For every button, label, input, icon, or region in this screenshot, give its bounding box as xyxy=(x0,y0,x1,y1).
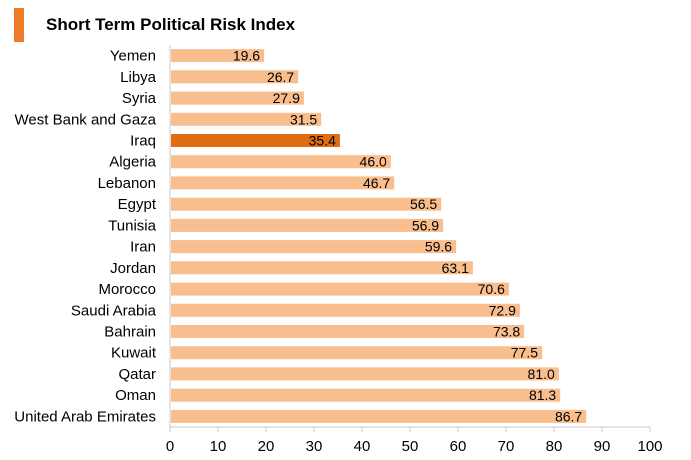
data-label: 56.9 xyxy=(412,217,439,233)
x-tick-label: 0 xyxy=(166,438,174,455)
data-label: 31.5 xyxy=(290,111,317,127)
bar-lebanon xyxy=(171,176,395,190)
category-label: Iran xyxy=(130,239,156,256)
category-label: Egypt xyxy=(118,196,157,213)
x-tick-label: 70 xyxy=(498,438,515,455)
x-tick-label: 60 xyxy=(450,438,467,455)
category-label: West Bank and Gaza xyxy=(15,111,157,128)
bar-jordan xyxy=(171,261,473,275)
data-label: 46.0 xyxy=(360,154,387,170)
bar-kuwait xyxy=(171,346,542,360)
x-tick-label: 50 xyxy=(402,438,419,455)
category-label: Libya xyxy=(120,69,157,86)
data-label: 46.7 xyxy=(363,175,390,191)
category-label: Tunisia xyxy=(108,217,156,234)
category-label: Morocco xyxy=(98,281,156,298)
category-label: Kuwait xyxy=(111,345,157,362)
data-label: 77.5 xyxy=(511,345,538,361)
chart-title: Short Term Political Risk Index xyxy=(46,15,296,34)
x-tick-label: 100 xyxy=(637,438,662,455)
category-label: Oman xyxy=(115,387,156,404)
category-label: Bahrain xyxy=(104,324,156,341)
x-tick-label: 20 xyxy=(258,438,275,455)
bar-morocco xyxy=(171,282,509,296)
data-label: 73.8 xyxy=(493,324,520,340)
category-label: Syria xyxy=(122,90,157,107)
x-tick-label: 30 xyxy=(306,438,323,455)
bar-west-bank-and-gaza xyxy=(171,112,322,126)
data-label: 27.9 xyxy=(273,90,300,106)
category-label: Algeria xyxy=(109,154,156,171)
bar-yemen xyxy=(171,49,265,63)
data-label: 72.9 xyxy=(489,302,516,318)
category-label: Yemen xyxy=(110,48,156,65)
title-accent-bar xyxy=(14,8,24,42)
data-label: 81.0 xyxy=(528,366,555,382)
category-label: Jordan xyxy=(110,260,156,277)
bar-saudi-arabia xyxy=(171,303,520,317)
bar-oman xyxy=(171,388,561,402)
bar-libya xyxy=(171,70,299,84)
x-tick-label: 40 xyxy=(354,438,371,455)
bar-iran xyxy=(171,240,457,254)
bar-united-arab-emirates xyxy=(171,409,587,423)
data-label: 19.6 xyxy=(233,48,260,64)
category-label: Saudi Arabia xyxy=(71,302,157,319)
data-label: 59.6 xyxy=(425,239,452,255)
category-label: Qatar xyxy=(118,366,156,383)
x-tick-label: 10 xyxy=(210,438,227,455)
data-label: 26.7 xyxy=(267,69,294,85)
x-tick-label: 80 xyxy=(546,438,563,455)
bar-qatar xyxy=(171,367,559,381)
bar-algeria xyxy=(171,155,391,169)
data-label: 86.7 xyxy=(555,408,582,424)
data-label: 70.6 xyxy=(478,281,505,297)
bar-iraq xyxy=(171,134,340,147)
x-tick-label: 90 xyxy=(594,438,611,455)
bar-syria xyxy=(171,91,304,105)
category-label: Iraq xyxy=(130,133,156,150)
data-label: 56.5 xyxy=(410,196,437,212)
chart-header: Short Term Political Risk Index xyxy=(14,8,295,42)
category-label: United Arab Emirates xyxy=(14,408,156,425)
bar-egypt xyxy=(171,197,442,211)
data-label: 35.4 xyxy=(309,133,336,149)
bar-bahrain xyxy=(171,325,525,338)
data-label: 63.1 xyxy=(442,260,469,276)
data-label: 81.3 xyxy=(529,387,556,403)
bar-tunisia xyxy=(171,218,444,232)
category-label: Lebanon xyxy=(98,175,156,192)
